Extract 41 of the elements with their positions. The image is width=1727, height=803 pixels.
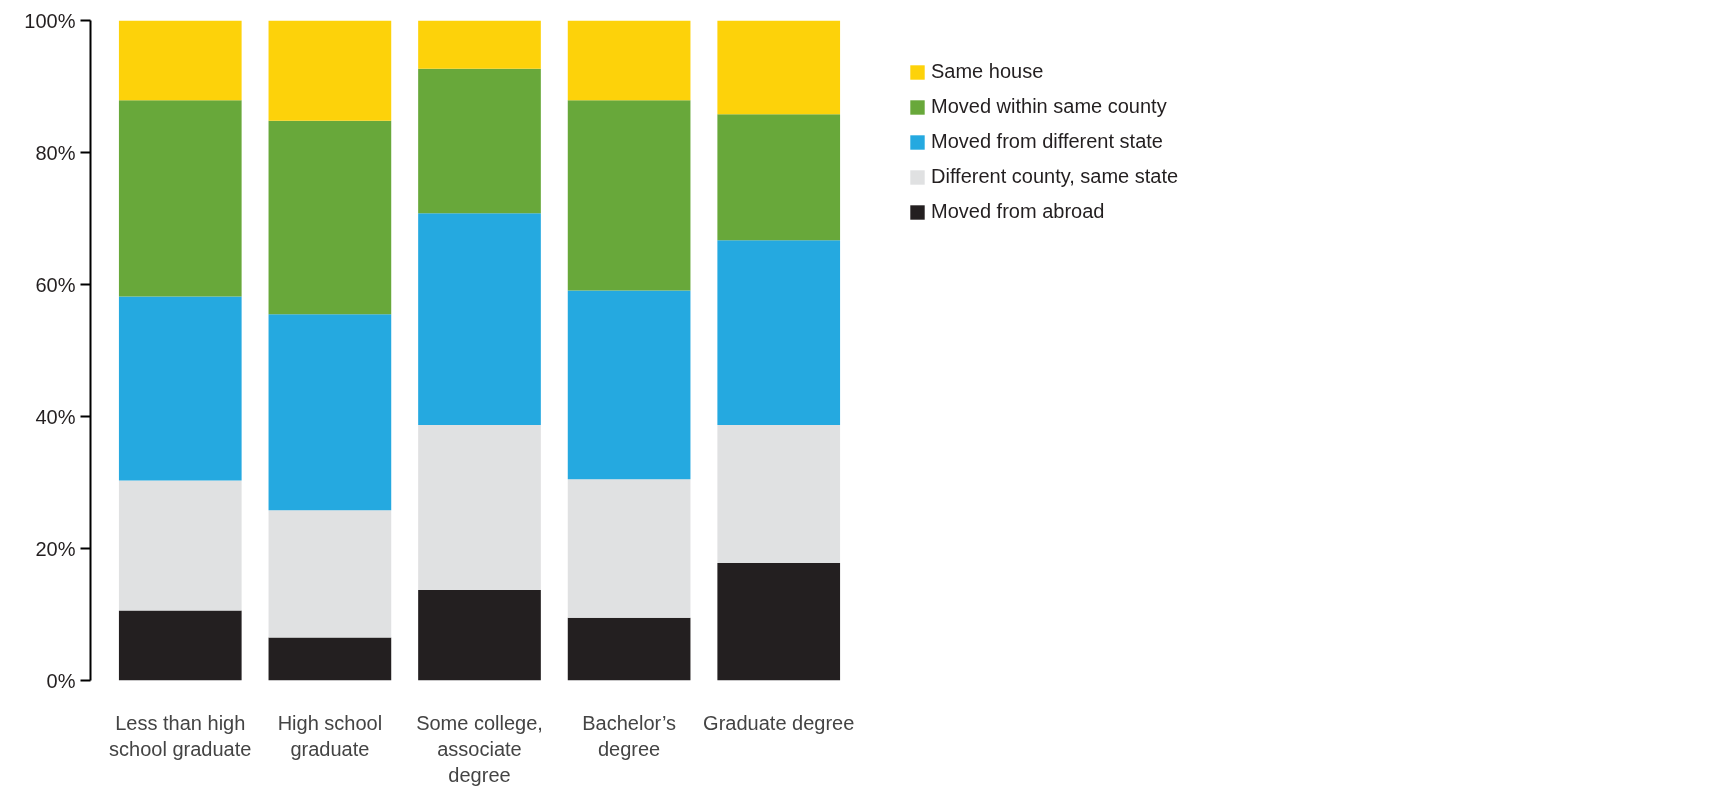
- bar: [268, 120, 392, 315]
- bar: [418, 425, 541, 591]
- legend-label: Different county, same state: [931, 165, 1179, 188]
- bar: [567, 20, 691, 101]
- y-tick-label: 20%: [35, 537, 76, 560]
- bar: [717, 563, 841, 681]
- legend-label: Moved from different state: [931, 130, 1163, 153]
- bar: [418, 590, 541, 681]
- x-tick-label: Less than high school graduate: [109, 711, 252, 760]
- y-tick-label: 60%: [35, 273, 76, 296]
- bar: [567, 479, 691, 618]
- legend-label: Moved within same county: [931, 95, 1167, 118]
- bar: [118, 296, 242, 481]
- bar: [268, 20, 392, 121]
- bar: [567, 290, 691, 480]
- bar: [717, 240, 841, 426]
- y-tick-label: 0%: [46, 669, 76, 692]
- bar: [118, 610, 242, 681]
- bar: [268, 314, 392, 511]
- bar: [567, 617, 691, 681]
- bar: [268, 510, 392, 638]
- x-tick-label: Bachelor’s degree: [582, 711, 676, 760]
- bar: [418, 213, 541, 426]
- bar: [118, 20, 242, 101]
- x-tick-label: High school graduate: [277, 711, 383, 760]
- y-tick-label: 40%: [35, 405, 76, 428]
- bar: [118, 100, 242, 297]
- bar: [268, 637, 392, 681]
- bar: [118, 480, 242, 611]
- bar: [567, 100, 691, 291]
- bar: [717, 20, 841, 115]
- y-tick-label: 100%: [24, 9, 76, 32]
- legend-label: Same house: [931, 60, 1044, 83]
- bar: [418, 20, 541, 69]
- bar: [717, 425, 841, 564]
- bar: [418, 68, 541, 214]
- bar: [717, 114, 841, 241]
- x-tick-label: Some college, associate degree: [416, 711, 543, 787]
- y-tick-label: 80%: [35, 141, 76, 164]
- legend-label: Moved from abroad: [931, 200, 1105, 223]
- x-tick-label: Graduate degree: [703, 711, 855, 734]
